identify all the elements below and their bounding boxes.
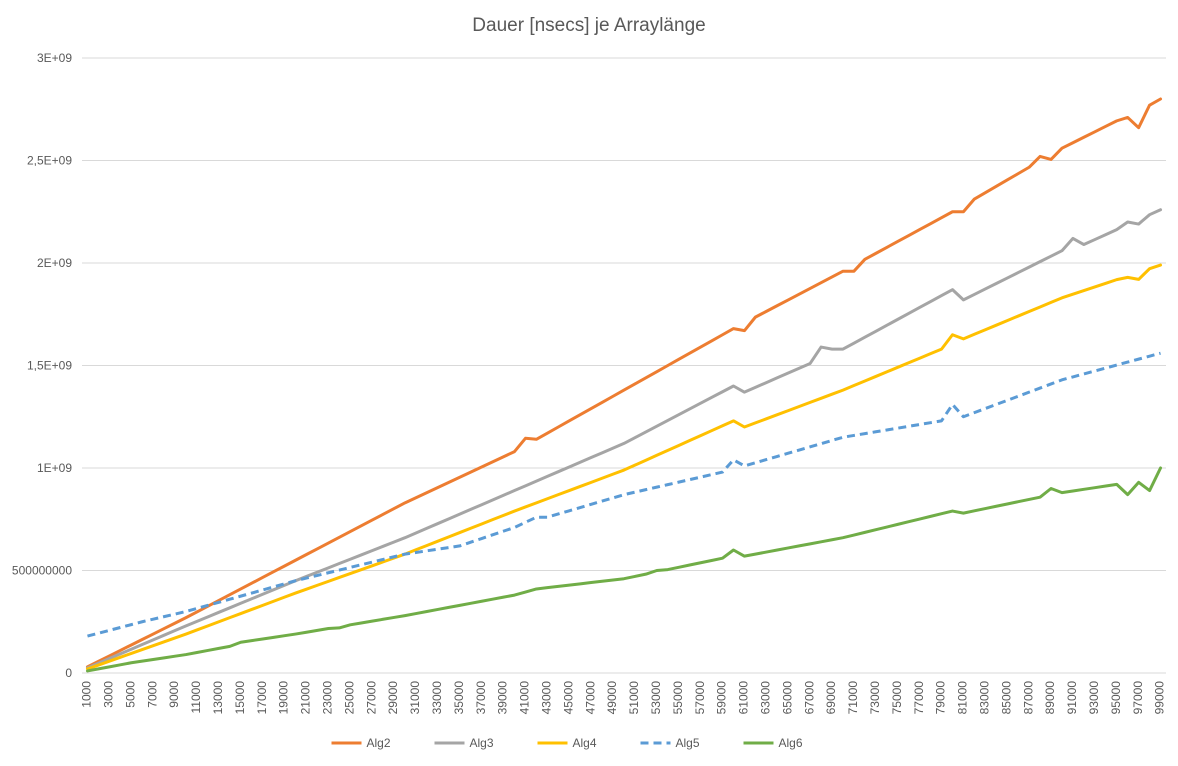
legend-label-alg6: Alg6 [779, 736, 803, 750]
x-tick-label: 33000 [430, 681, 444, 715]
x-tick-label: 13000 [211, 681, 225, 715]
x-tick-label: 27000 [364, 681, 378, 715]
x-tick-label: 57000 [693, 681, 707, 715]
x-tick-label: 21000 [299, 681, 313, 715]
x-tick-label: 25000 [342, 681, 356, 715]
x-tick-label: 41000 [518, 681, 532, 715]
x-tick-label: 67000 [802, 681, 816, 715]
x-tick-label: 23000 [321, 681, 335, 715]
legend: Alg2 Alg3 Alg4 Alg5 Alg6 [331, 736, 803, 750]
x-tick-label: 85000 [999, 681, 1013, 715]
series-line-alg6 [85, 466, 1163, 673]
x-tick-label: 17000 [255, 681, 269, 715]
x-tick-label: 29000 [386, 681, 400, 715]
x-tick-label: 61000 [737, 681, 751, 715]
y-tick-label: 2E+09 [37, 256, 72, 270]
x-tick-label: 43000 [540, 681, 554, 715]
x-tick-label: 3000 [102, 681, 116, 708]
x-tick-label: 9000 [167, 681, 181, 708]
x-tick-label: 37000 [474, 681, 488, 715]
x-tick-label: 11000 [189, 681, 203, 714]
x-tick-label: 71000 [846, 681, 860, 715]
y-tick-label: 1,5E+09 [27, 359, 72, 373]
x-tick-label: 19000 [277, 681, 291, 715]
gridlines [82, 57, 1166, 674]
series-line-alg3 [85, 208, 1163, 670]
x-tick-label: 99000 [1153, 681, 1167, 715]
x-tick-label: 91000 [1065, 681, 1079, 715]
y-tick-label: 500000000 [12, 564, 72, 578]
x-tick-label: 65000 [780, 681, 794, 715]
legend-label-alg3: Alg3 [470, 736, 494, 750]
y-tick-label: 2,5E+09 [27, 154, 72, 168]
x-tick-label: 7000 [145, 681, 159, 708]
x-tick-label: 69000 [824, 681, 838, 715]
x-tick-label: 49000 [605, 681, 619, 715]
x-tick-label: 79000 [934, 681, 948, 715]
x-tick-label: 87000 [1021, 681, 1035, 715]
y-tick-label: 0 [65, 666, 72, 680]
y-tick-label: 1E+09 [37, 461, 72, 475]
series-line-alg4 [85, 263, 1163, 671]
x-tick-label: 81000 [956, 681, 970, 715]
x-tick-label: 51000 [627, 681, 641, 715]
x-tick-label: 97000 [1131, 681, 1145, 715]
x-tick-label: 93000 [1087, 681, 1101, 715]
chart-title: Dauer [nsecs] je Arraylänge [472, 15, 705, 36]
x-tick-label: 1000 [80, 681, 94, 708]
x-tick-label: 83000 [978, 681, 992, 715]
series-line-alg2 [85, 97, 1163, 669]
series-lines [85, 97, 1163, 673]
x-tick-label: 39000 [496, 681, 510, 715]
x-tick-label: 53000 [649, 681, 663, 715]
x-axis-tick-labels: 1000 3000 5000 7000 9000 11000 13000 15000 17000… [80, 681, 1167, 715]
x-tick-label: 63000 [759, 681, 773, 715]
x-tick-label: 35000 [452, 681, 466, 715]
series-line-alg5 [87, 351, 1161, 638]
x-tick-label: 77000 [912, 681, 926, 715]
legend-label-alg2: Alg2 [367, 736, 391, 750]
y-tick-label: 3E+09 [37, 51, 72, 65]
legend-label-alg4: Alg4 [573, 736, 597, 750]
x-tick-label: 15000 [233, 681, 247, 715]
x-tick-label: 45000 [561, 681, 575, 715]
x-tick-label: 95000 [1109, 681, 1123, 715]
x-tick-label: 31000 [408, 681, 422, 715]
x-tick-label: 75000 [890, 681, 904, 715]
legend-label-alg5: Alg5 [676, 736, 700, 750]
x-tick-label: 73000 [868, 681, 882, 715]
y-axis-tick-labels: 0 500000000 1E+09 1,5E+09 2E+09 2,5E+09 3E+09 [12, 51, 72, 680]
x-tick-label: 89000 [1043, 681, 1057, 715]
x-tick-label: 55000 [671, 681, 685, 715]
x-tick-label: 5000 [123, 681, 137, 708]
x-tick-label: 47000 [583, 681, 597, 715]
x-tick-label: 59000 [715, 681, 729, 715]
